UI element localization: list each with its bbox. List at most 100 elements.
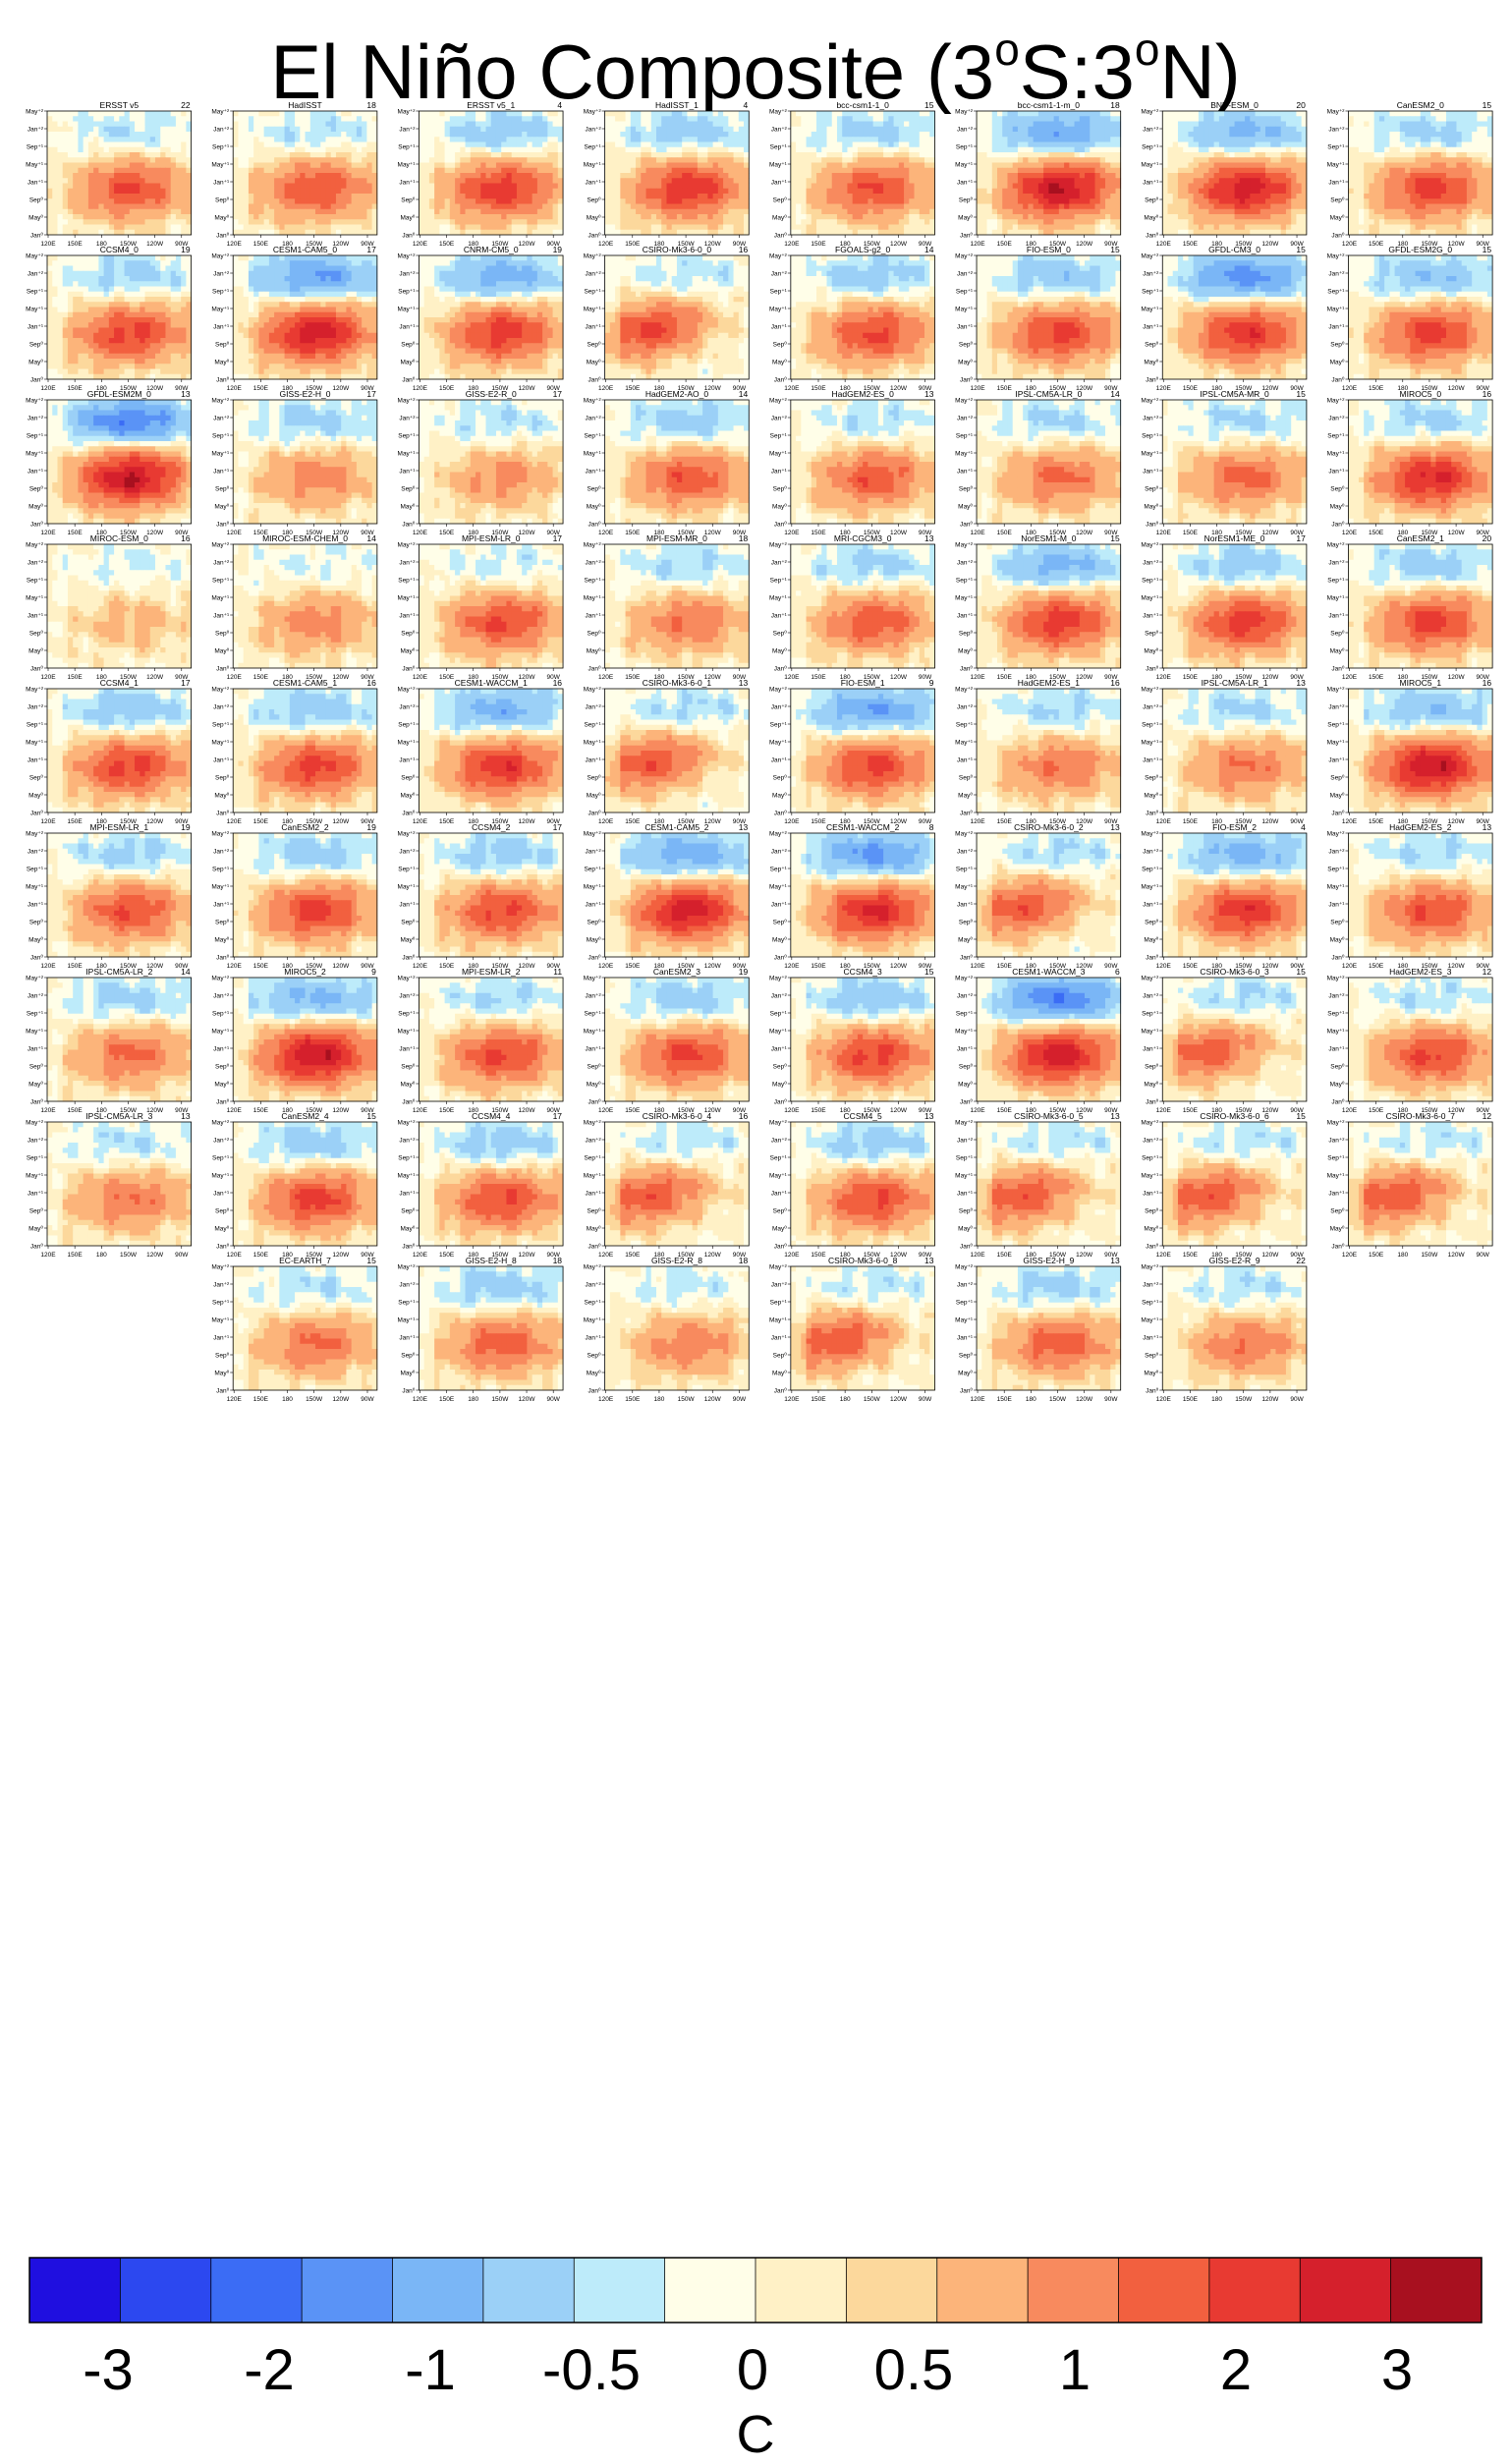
- heatmap-cell: [310, 122, 316, 128]
- heatmap-cell: [171, 198, 177, 204]
- heatmap-cell: [84, 168, 89, 174]
- heatmap-cell: [119, 173, 125, 179]
- heatmap-cell: [63, 163, 69, 169]
- heatmap-cell: [165, 204, 171, 210]
- heatmap-cell: [104, 132, 110, 138]
- heatmap-cell: [181, 122, 187, 128]
- heatmap-cell: [145, 230, 151, 236]
- y-tick-label: Jan⁺¹: [28, 180, 44, 187]
- heatmap-cell: [135, 198, 140, 204]
- heatmap-cell: [366, 111, 372, 117]
- heatmap-cell: [57, 168, 63, 174]
- heatmap-cell: [125, 152, 131, 158]
- heatmap-cell: [176, 178, 182, 184]
- heatmap-cell: [160, 163, 166, 169]
- heatmap-cell: [104, 184, 110, 190]
- heatmap-cell: [63, 198, 69, 204]
- heatmap-cell: [125, 132, 131, 138]
- heatmap-cell: [109, 132, 115, 138]
- heatmap-cell: [47, 127, 53, 133]
- heatmap-cell: [150, 230, 156, 236]
- heatmap-cell: [181, 219, 187, 225]
- heatmap-cell: [119, 111, 125, 117]
- x-tick-label: 120E: [40, 241, 56, 248]
- heatmap-cell: [176, 173, 182, 179]
- heatmap-cell: [135, 157, 140, 163]
- heatmap-cell: [176, 168, 182, 174]
- heatmap-cell: [104, 137, 110, 142]
- heatmap-cell: [145, 111, 151, 117]
- heatmap-cell: [186, 194, 192, 199]
- heatmap-cell: [160, 132, 166, 138]
- heatmap-cell: [140, 168, 145, 174]
- heatmap-cell: [171, 122, 177, 128]
- heatmap-cell: [140, 147, 145, 153]
- heatmap-cell: [109, 209, 115, 215]
- heatmap-cell: [176, 198, 182, 204]
- heatmap-cell: [181, 157, 187, 163]
- heatmap-cell: [130, 184, 136, 190]
- heatmap-cell: [84, 225, 89, 231]
- heatmap-cell: [88, 225, 94, 231]
- heatmap-cell: [135, 111, 140, 117]
- heatmap-cell: [109, 214, 115, 220]
- heatmap-cell: [109, 184, 115, 190]
- heatmap-cell: [88, 163, 94, 169]
- heatmap-cell: [310, 111, 316, 117]
- heatmap-cell: [346, 116, 352, 122]
- heatmap-cell: [98, 173, 104, 179]
- heatmap-cell: [145, 142, 151, 148]
- heatmap-cell: [47, 122, 53, 128]
- heatmap-cell: [63, 111, 69, 117]
- heatmap-cell: [165, 116, 171, 122]
- heatmap-cell: [165, 122, 171, 128]
- heatmap-cell: [109, 204, 115, 210]
- heatmap-cell: [160, 142, 166, 148]
- heatmap-cell: [150, 214, 156, 220]
- heatmap-cell: [171, 152, 177, 158]
- heatmap-cell: [130, 147, 136, 153]
- y-tick-label: Sep⁺¹: [27, 144, 44, 151]
- heatmap-cell: [325, 122, 331, 128]
- heatmap-cell: [119, 225, 125, 231]
- heatmap-cell: [176, 209, 182, 215]
- heatmap-cell: [52, 116, 58, 122]
- heatmap-cell: [315, 122, 321, 128]
- heatmap-cell: [78, 111, 84, 117]
- heatmap-cell: [155, 178, 161, 184]
- heatmap-cell: [88, 127, 94, 133]
- heatmap-cell: [114, 137, 120, 142]
- heatmap-cell: [98, 163, 104, 169]
- heatmap-cell: [130, 168, 136, 174]
- heatmap-cell: [181, 147, 187, 153]
- heatmap-cell: [160, 157, 166, 163]
- heatmap-cell: [357, 127, 363, 133]
- heatmap-cell: [88, 168, 94, 174]
- heatmap-cell: [78, 142, 84, 148]
- heatmap-cell: [145, 189, 151, 195]
- heatmap-cell: [88, 184, 94, 190]
- heatmap-cell: [150, 219, 156, 225]
- heatmap-cell: [295, 127, 301, 133]
- heatmap-cell: [47, 168, 53, 174]
- heatmap-cell: [130, 189, 136, 195]
- heatmap-cell: [176, 163, 182, 169]
- heatmap-cell: [290, 111, 296, 117]
- heatmap-cell: [150, 137, 156, 142]
- heatmap-cell: [98, 209, 104, 215]
- heatmap-cell: [47, 132, 53, 138]
- heatmap-cell: [171, 184, 177, 190]
- heatmap-cell: [98, 194, 104, 199]
- heatmap-cell: [176, 189, 182, 195]
- heatmap-cell: [47, 116, 53, 122]
- heatmap-cell: [130, 225, 136, 231]
- heatmap-cell: [78, 225, 84, 231]
- heatmap-cell: [357, 116, 363, 122]
- heatmap-cell: [57, 184, 63, 190]
- heatmap-cell: [57, 163, 63, 169]
- heatmap-cell: [84, 178, 89, 184]
- heatmap-cell: [130, 157, 136, 163]
- heatmap-cell: [98, 137, 104, 142]
- heatmap-cell: [140, 184, 145, 190]
- heatmap-cell: [88, 111, 94, 117]
